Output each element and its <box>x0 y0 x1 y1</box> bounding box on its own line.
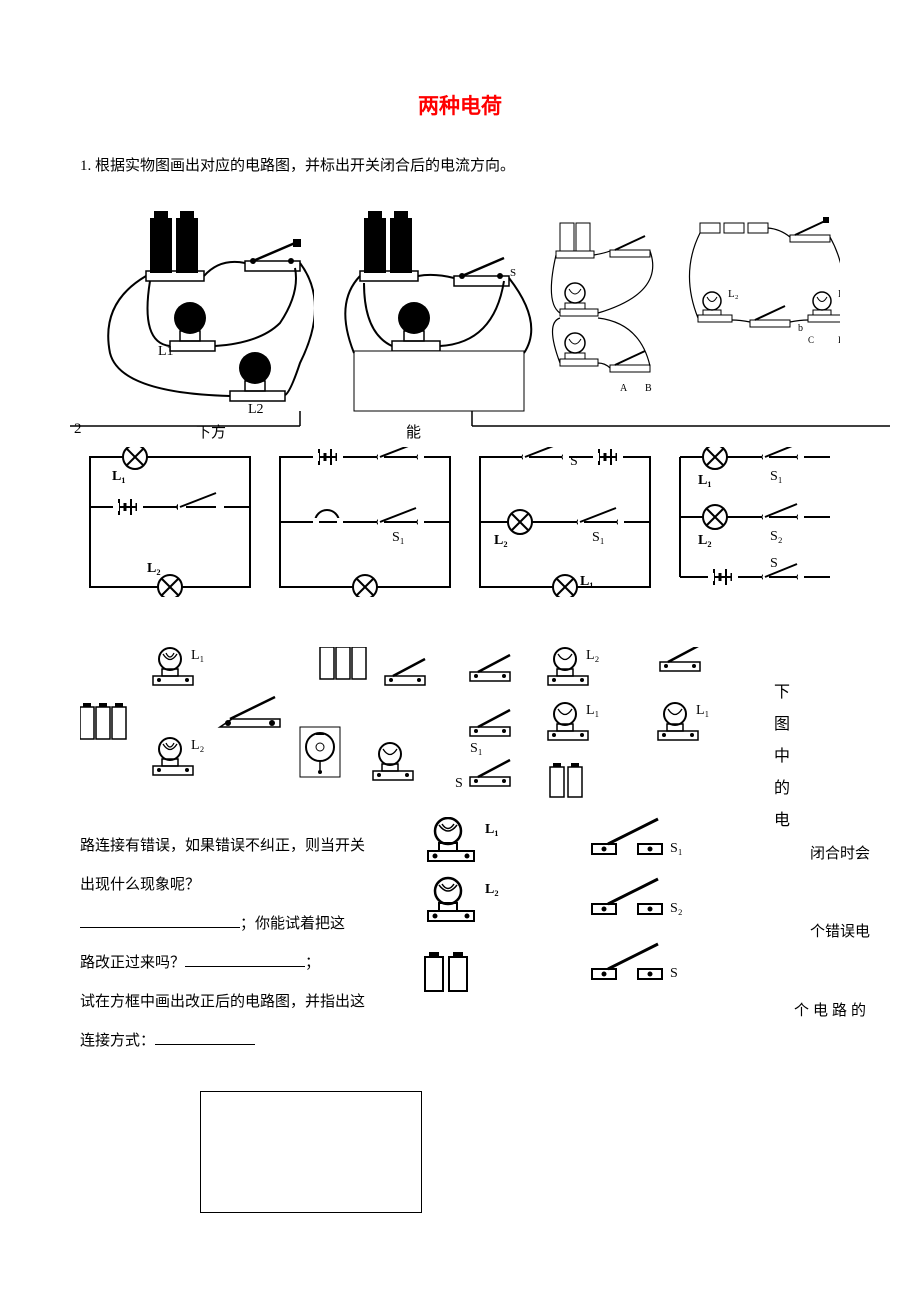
blank-line <box>155 1030 255 1045</box>
svg-text:L₁: L₁ <box>696 703 709 718</box>
svg-text:S: S <box>770 556 778 571</box>
q3-text: 路连接有错误，如果错误不纠正，则当开关 <box>80 838 365 854</box>
svg-text:B: B <box>645 383 652 394</box>
svg-text:b: b <box>798 323 803 334</box>
svg-text:L₁: L₁ <box>191 648 204 663</box>
svg-text:S₂: S₂ <box>670 901 683 916</box>
svg-text:S: S <box>455 776 463 791</box>
svg-text:L₁: L₁ <box>580 574 594 589</box>
q3-text-r3: 个电路的 <box>794 999 870 1020</box>
svg-text:L₂: L₂ <box>698 533 712 548</box>
svg-text:L₂: L₂ <box>191 738 205 753</box>
schematic-1: L₁ L₂ <box>80 447 260 597</box>
svg-text:S₁: S₁ <box>592 530 605 545</box>
svg-text:S: S <box>570 454 578 469</box>
physical-circuit-1: L1 L2 <box>80 203 314 413</box>
schematics-row: L₁ L₂ S₁ <box>80 447 840 637</box>
q3-text: ；你能试着把这 <box>240 916 345 932</box>
q3-text-r2: 个错误电 <box>810 920 870 941</box>
svg-text:S₁: S₁ <box>470 741 483 756</box>
svg-text:L₁: L₁ <box>838 288 840 300</box>
svg-text:L₂: L₂ <box>728 288 739 300</box>
svg-text:D: D <box>838 335 840 345</box>
svg-text:C: C <box>808 335 814 345</box>
svg-text:L₂: L₂ <box>147 561 161 576</box>
q3-vertical-intro: 下 图 中 的 电 <box>774 677 794 837</box>
svg-text:L₁: L₁ <box>698 473 712 488</box>
svg-text:L₁: L₁ <box>112 469 126 484</box>
schematic-4: L₁ S₁ L₂ S₂ S <box>670 447 830 637</box>
q3-text: 连接方式： <box>80 1033 155 1049</box>
svg-text:L₂: L₂ <box>494 533 508 548</box>
svg-text:L₂: L₂ <box>485 882 499 897</box>
physical-circuit-2: S <box>324 203 539 413</box>
question-3: 下 图 中 的 电 L₁ L₂ S₁ S₂ S 路连接有错误，如果错误不纠正，则… <box>80 827 840 1061</box>
svg-text:S: S <box>670 966 678 981</box>
q3-text: 路改正过来吗？ <box>80 955 185 971</box>
schematic-3: S L₂ S₁ L₁ <box>470 447 660 597</box>
physical-circuits-row: L1 L2 S <box>80 203 840 413</box>
question-1: 1. 根据实物图画出对应的电路图，并标出开关闭合后的电流方向。 <box>80 150 840 183</box>
q3-text-r1: 闭合时会 <box>810 842 870 863</box>
svg-text:S₂: S₂ <box>770 529 783 544</box>
page-title: 两种电荷 <box>80 90 840 120</box>
svg-text:L₁: L₁ <box>485 822 499 837</box>
blank-line <box>185 952 305 967</box>
svg-text:L₁: L₁ <box>586 703 599 718</box>
blank-line <box>80 913 240 928</box>
components-row: L₁ L₂ S₁ S L₂ L₁ <box>80 647 840 817</box>
schematic-2: S₁ <box>270 447 460 597</box>
svg-text:S₁: S₁ <box>392 530 405 545</box>
svg-text:A: A <box>620 383 628 394</box>
q3-text: 试在方框中画出改正后的电路图，并指出这 <box>80 994 365 1010</box>
q3-text: ； <box>305 955 320 971</box>
svg-text:L₂: L₂ <box>586 648 600 663</box>
q3-components: L₁ L₂ S₁ S₂ S <box>420 817 820 997</box>
physical-circuit-3-4: AB a L₂ L₁ b CD <box>550 203 840 413</box>
q3-text: 出现什么现象呢？ <box>80 877 200 893</box>
answer-box <box>200 1091 422 1213</box>
svg-text:S₁: S₁ <box>670 841 683 856</box>
svg-text:S₁: S₁ <box>770 469 783 484</box>
svg-text:S: S <box>510 267 516 279</box>
